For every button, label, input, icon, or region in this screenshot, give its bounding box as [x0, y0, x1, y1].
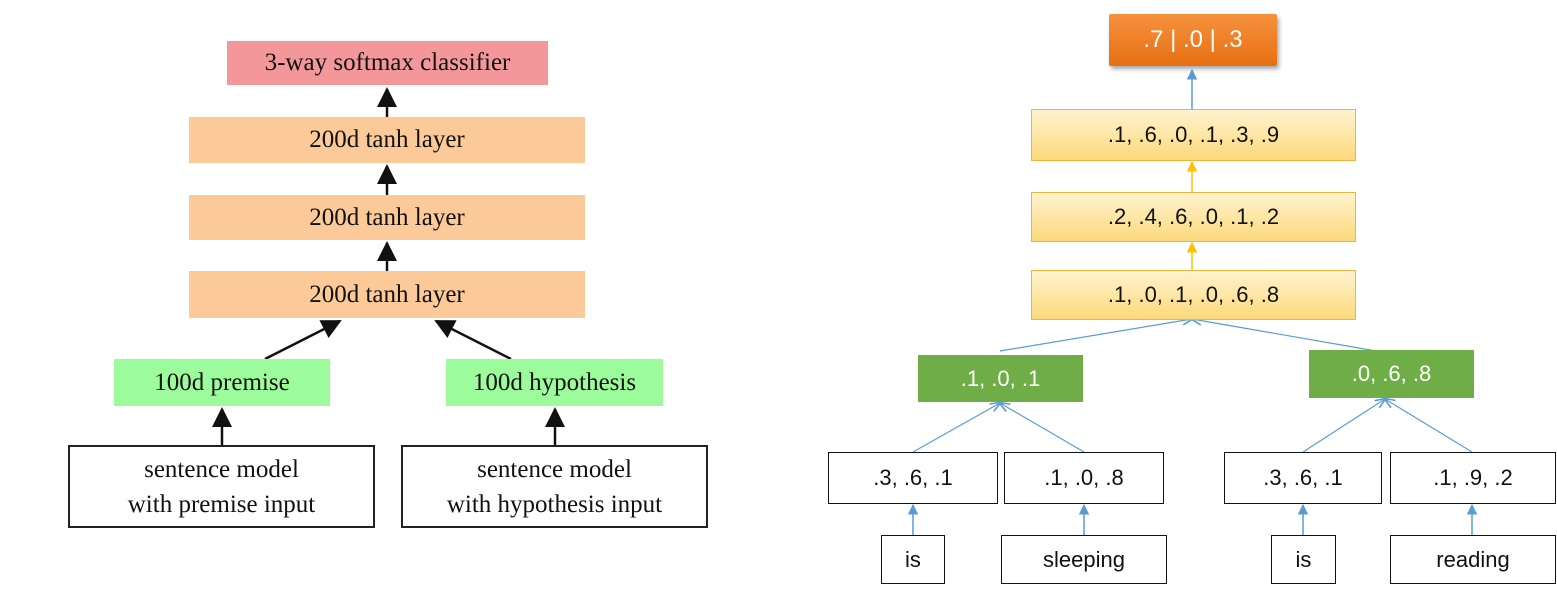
output-probabilities-box: .7 | .0 | .3	[1109, 14, 1277, 66]
hypothesis-label: 100d hypothesis	[472, 368, 637, 396]
tanh-layer-box-bottom: 200d tanh layer	[189, 271, 585, 318]
word-label: reading	[1436, 546, 1510, 572]
phrase-vector-box-right: .0, .6, .8	[1309, 350, 1474, 398]
word-vector-box-4: .1, .9, .2	[1390, 452, 1556, 504]
hidden-layer-box-middle: .2, .4, .6, .0, .1, .2	[1031, 192, 1356, 242]
hypothesis-model-line-1: sentence model	[477, 455, 632, 483]
softmax-classifier-box: 3-way softmax classifier	[227, 41, 548, 85]
arrow-phrase2-to-layer3	[1192, 319, 1377, 352]
tanh-layer-box-middle: 200d tanh layer	[189, 195, 585, 240]
tanh-layer-label: 200d tanh layer	[309, 126, 465, 153]
word-vector-values: .1, .0, .8	[1044, 465, 1124, 490]
premise-model-line-2: with premise input	[127, 490, 316, 518]
hidden-layer-values: .1, .6, .0, .1, .3, .9	[1107, 122, 1280, 147]
arrow-word3-to-phrase2	[1302, 399, 1385, 453]
word-box-reading: reading	[1390, 535, 1556, 584]
phrase-vector-box-left: .1, .0, .1	[918, 355, 1083, 402]
softmax-label: 3-way softmax classifier	[264, 49, 511, 76]
hidden-layer-box-bottom: .1, .0, .1, .0, .6, .8	[1031, 270, 1356, 320]
phrase-vector-values: .1, .0, .1	[960, 365, 1041, 391]
arrow-word2-to-phrase1	[1000, 403, 1085, 453]
arrow-phrase1-to-layer3	[999, 319, 1192, 352]
hypothesis-sentence-model-box: sentence model with hypothesis input	[401, 445, 708, 528]
word-vector-values: .3, .6, .1	[1263, 465, 1343, 490]
arrow-hypothesis-to-tanh3	[434, 319, 512, 361]
word-vector-values: .3, .6, .1	[873, 465, 953, 490]
hidden-layer-box-top: .1, .6, .0, .1, .3, .9	[1031, 109, 1356, 161]
word-box-is-1: is	[881, 535, 945, 584]
word-vector-box-1: .3, .6, .1	[828, 452, 998, 504]
arrow-word1-to-phrase1	[912, 403, 1000, 453]
arrow-premise-to-tanh3	[264, 319, 342, 361]
premise-vector-box: 100d premise	[114, 359, 330, 406]
premise-label: 100d premise	[154, 368, 290, 396]
premise-sentence-model-box: sentence model with premise input	[68, 445, 375, 528]
arrow-word4-to-phrase2	[1385, 399, 1473, 453]
hypothesis-vector-box: 100d hypothesis	[446, 359, 663, 406]
hypothesis-model-line-2: with hypothesis input	[446, 490, 663, 518]
tanh-layer-box-top: 200d tanh layer	[189, 117, 585, 163]
premise-model-line-1: sentence model	[144, 455, 299, 483]
word-vector-box-3: .3, .6, .1	[1224, 452, 1382, 504]
tanh-layer-label: 200d tanh layer	[309, 280, 465, 308]
output-probabilities-label: .7 | .0 | .3	[1143, 26, 1243, 53]
tanh-layer-label: 200d tanh layer	[309, 203, 465, 231]
word-label: is	[1295, 546, 1312, 572]
hidden-layer-values: .1, .0, .1, .0, .6, .8	[1107, 282, 1280, 307]
word-box-is-2: is	[1271, 535, 1336, 584]
word-vector-box-2: .1, .0, .8	[1004, 452, 1164, 504]
word-box-sleeping: sleeping	[1001, 535, 1167, 584]
word-vector-values: .1, .9, .2	[1433, 465, 1513, 490]
phrase-vector-values: .0, .6, .8	[1351, 361, 1432, 386]
hidden-layer-values: .2, .4, .6, .0, .1, .2	[1107, 204, 1280, 229]
word-label: sleeping	[1043, 546, 1125, 572]
word-label: is	[905, 546, 921, 572]
